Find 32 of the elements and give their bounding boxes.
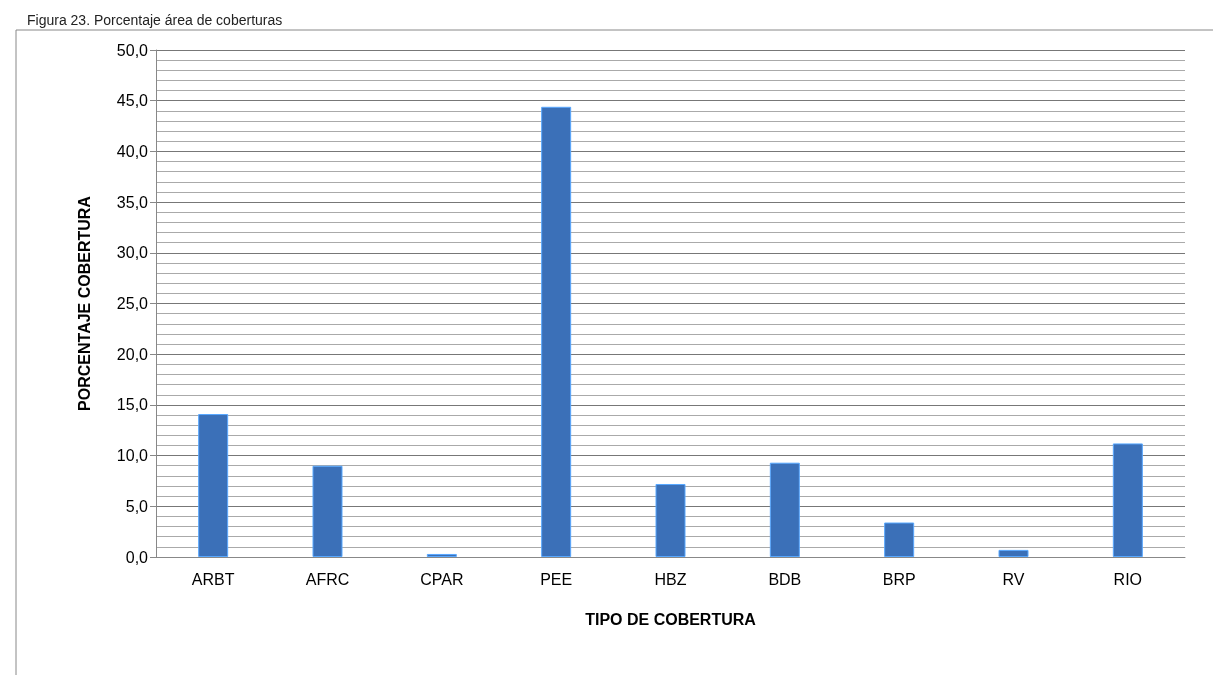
x-tick-label: BRP: [882, 570, 916, 588]
x-tick-label: RIO: [1113, 570, 1143, 588]
y-tick-label: 45,0: [116, 92, 149, 110]
x-tick-label: HBZ: [654, 570, 687, 588]
bar: [884, 522, 915, 557]
x-tick-label: CPAR: [420, 570, 464, 588]
bar: [769, 462, 800, 557]
y-tick-label: 20,0: [116, 345, 149, 363]
y-tick-label: 10,0: [116, 447, 149, 465]
bar: [198, 414, 229, 557]
y-tick-label: 5,0: [125, 497, 149, 515]
y-tick-label: 50,0: [116, 41, 149, 59]
bar: [998, 549, 1029, 557]
y-tick-label: 35,0: [116, 193, 149, 211]
chart-title: Figura 23. Porcentaje área de coberturas: [27, 12, 283, 28]
y-tick-label: 15,0: [116, 396, 149, 414]
x-axis-title: TIPO DE COBERTURA: [585, 610, 757, 628]
x-tick-label: PEE: [540, 570, 573, 588]
bar: [655, 483, 686, 557]
bar: [312, 465, 343, 557]
y-tick-label: 40,0: [116, 142, 149, 160]
y-tick-label: 0,0: [125, 548, 149, 566]
x-tick-label: AFRC: [305, 570, 350, 588]
bar: [1112, 443, 1143, 557]
bar: [426, 553, 457, 557]
y-axis-title: PORCENTAJE COBERTURA: [75, 195, 93, 411]
x-tick-label: BDB: [768, 570, 802, 588]
bar: [541, 106, 572, 557]
x-tick-label: ARBT: [191, 570, 235, 588]
y-tick-label: 25,0: [116, 295, 149, 312]
y-tick-label: 30,0: [116, 244, 149, 262]
x-tick-label: RV: [1002, 570, 1025, 588]
